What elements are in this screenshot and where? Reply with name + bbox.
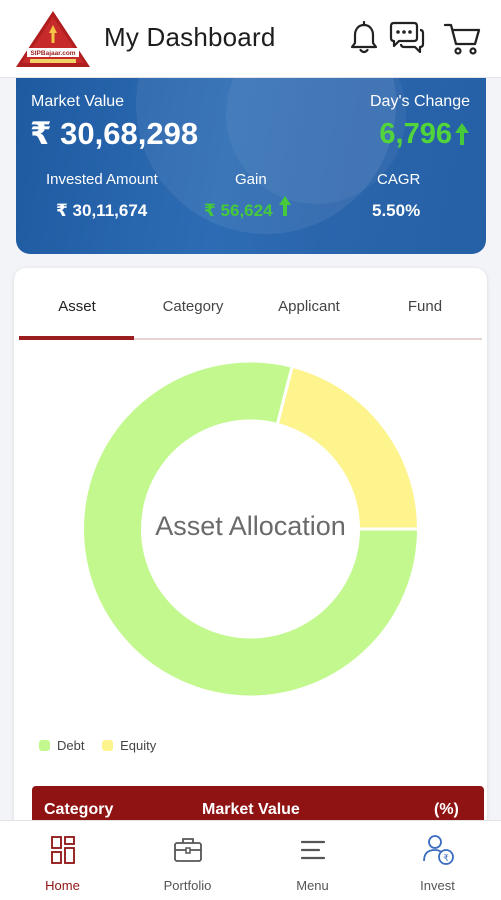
active-tab-indicator — [19, 336, 134, 340]
allocation-tabs: Asset Category Applicant Fund — [19, 268, 482, 340]
nav-label: Menu — [296, 878, 329, 893]
donut-slice-debt[interactable] — [81, 359, 421, 699]
invested-amount-label: Invested Amount — [46, 171, 158, 188]
gain-label: Gain — [235, 171, 267, 188]
chart-legend: Debt Equity — [39, 738, 170, 754]
tab-applicant[interactable]: Applicant — [278, 298, 340, 315]
briefcase-icon — [174, 838, 202, 862]
up-arrow-icon — [279, 196, 291, 216]
invest-user-icon: ₹ — [423, 835, 454, 865]
bell-icon[interactable] — [348, 20, 380, 56]
allocation-card: Asset Category Applicant Fund Asset Allo… — [14, 268, 487, 868]
nav-home[interactable]: Home — [0, 821, 125, 900]
up-arrow-icon — [455, 123, 469, 145]
market-value: ₹ 30,68,298 — [30, 116, 199, 151]
days-change-label: Day's Change — [370, 93, 470, 110]
legend-swatch — [102, 740, 114, 751]
donut-slice-equity[interactable] — [275, 364, 421, 531]
legend-item-equity[interactable]: Equity — [102, 738, 156, 753]
gain-value: ₹ 56,624 — [204, 201, 273, 220]
card-decoration — [226, 64, 406, 204]
svg-text:₹: ₹ — [443, 854, 449, 864]
invested-amount-value: ₹ 30,11,674 — [56, 201, 148, 220]
tab-asset[interactable]: Asset — [58, 298, 96, 315]
chart-center-title: Asset Allocation — [155, 511, 346, 541]
market-value-label: Market Value — [31, 93, 125, 110]
days-change-value: 6,796 — [379, 118, 452, 150]
cagr-label: CAGR — [377, 171, 421, 188]
asset-allocation-donut-chart — [81, 359, 421, 699]
nav-label: Portfolio — [163, 878, 212, 893]
nav-invest[interactable]: ₹ Invest — [375, 821, 500, 900]
nav-label: Home — [45, 878, 80, 893]
legend-label: Equity — [120, 738, 157, 753]
portfolio-summary-card: Market Value ₹ 30,68,298 Day's Change 6,… — [16, 64, 486, 254]
cart-icon[interactable] — [442, 20, 482, 56]
tab-fund[interactable]: Fund — [407, 298, 443, 315]
bottom-navigation: Home Portfolio Menu ₹ Invest — [0, 820, 501, 900]
column-header-category[interactable]: Category — [44, 801, 114, 818]
nav-menu[interactable]: Menu — [250, 821, 375, 900]
menu-icon — [300, 840, 326, 860]
cagr-value: 5.50% — [372, 201, 421, 220]
legend-swatch — [39, 740, 50, 751]
page-title: My Dashboard — [104, 22, 276, 52]
svg-text:SIPBajaar.com: SIPBajaar.com — [30, 50, 75, 57]
column-header-percent[interactable]: (%) — [434, 801, 459, 818]
column-header-market-value[interactable]: Market Value — [202, 801, 300, 818]
tab-category[interactable]: Category — [162, 298, 224, 315]
legend-item-debt[interactable]: Debt — [39, 738, 84, 753]
app-bar: SIPBajaar.com My Dashboard — [0, 0, 501, 78]
legend-label: Debt — [57, 738, 85, 753]
nav-label: Invest — [420, 878, 455, 893]
nav-portfolio[interactable]: Portfolio — [125, 821, 250, 900]
sipbajaar-logo[interactable]: SIPBajaar.com — [14, 9, 92, 69]
home-grid-icon — [51, 836, 75, 864]
chat-icon[interactable] — [387, 20, 427, 56]
